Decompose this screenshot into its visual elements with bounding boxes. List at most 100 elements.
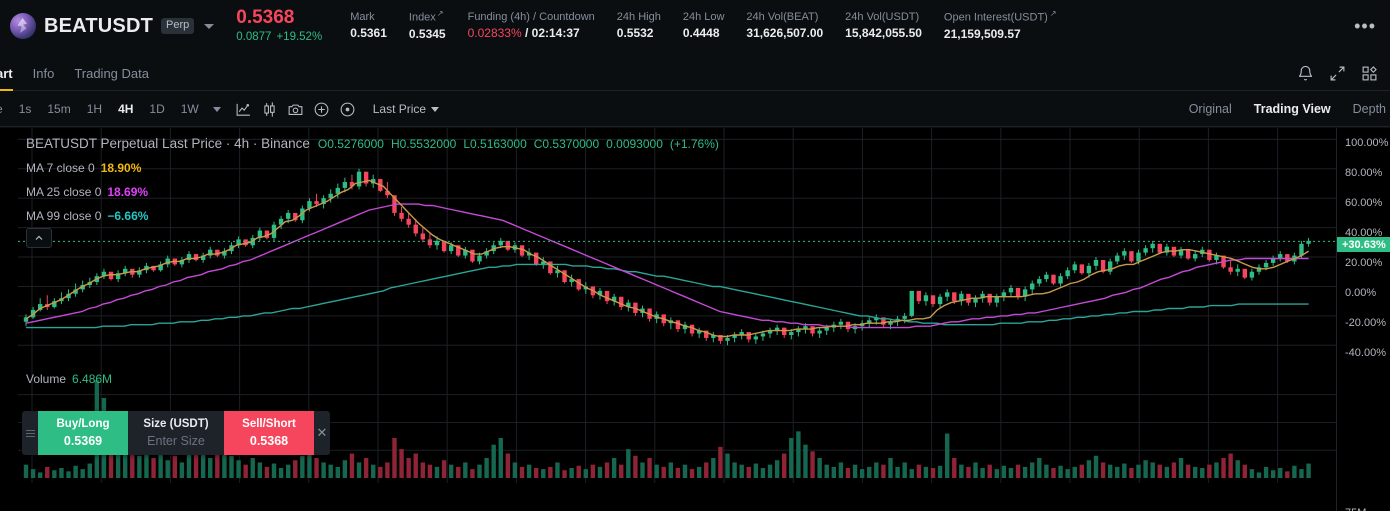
volume-value: 6.486M xyxy=(72,372,113,386)
sell-short-price: 0.5368 xyxy=(249,434,289,449)
view-trading-view[interactable]: Trading View xyxy=(1253,102,1331,116)
view-switcher: Original Trading View Depth xyxy=(1178,102,1390,116)
price-tick: 100.00% xyxy=(1345,137,1389,149)
timeframe-1h[interactable]: 1H xyxy=(86,102,103,116)
stat-mark: Mark 0.5361 xyxy=(350,10,409,42)
stat-24h-high: 24h High 0.5532 xyxy=(617,10,683,42)
volume-label: Volume xyxy=(26,372,67,386)
tab-trading-data[interactable]: Trading Data xyxy=(74,66,149,81)
add-indicator-icon[interactable] xyxy=(309,96,335,122)
price-source-label: Last Price xyxy=(372,102,427,116)
sell-short-button[interactable]: Sell/Short 0.5368 xyxy=(224,411,314,455)
market-stats: Mark 0.5361 Index↗ 0.5345 Funding (4h) /… xyxy=(350,9,1078,43)
stat-label: Open Interest(USDT) ↗ xyxy=(943,9,1057,24)
stat-value: 0.5361 xyxy=(350,25,387,40)
stat-24h-vol-quote: 24h Vol(USDT) 15,842,055.50 xyxy=(845,10,944,42)
tab-icon-group xyxy=(1296,65,1390,83)
view-original[interactable]: Original xyxy=(1188,102,1232,116)
volume-tick: 75M xyxy=(1345,507,1366,511)
layout-grid-icon[interactable] xyxy=(1360,65,1378,83)
chevron-down-icon[interactable] xyxy=(204,23,215,29)
stat-value: 0.02833% / 02:14:37 xyxy=(467,25,580,40)
price-tick: -20.00% xyxy=(1345,317,1386,329)
ticker-bar: BEATUSDT Perp 0.5368 0.0877 +19.52% Mark … xyxy=(0,0,1390,52)
sort-arrow-icon: ↗ xyxy=(436,9,444,19)
volume-legend: Volume 6.486M xyxy=(26,372,112,386)
stat-label: Mark xyxy=(350,10,375,23)
change-percent: +19.52% xyxy=(276,30,323,43)
timeframe-1d[interactable]: 1D xyxy=(149,102,165,116)
trade-widget[interactable]: Buy/Long 0.5369 Size (USDT) Sell/Short 0… xyxy=(22,411,330,455)
timeframe-15m[interactable]: 15m xyxy=(47,102,71,116)
external-link-icon: ↗ xyxy=(1049,9,1057,19)
stat-label: 24h Low xyxy=(682,10,725,23)
chart-toolbar: e 1s 15m 1H 4H 1D 1W xyxy=(0,92,1390,127)
price-tick: 0.00% xyxy=(1345,287,1377,299)
stat-value: 0.4448 xyxy=(682,25,720,40)
stat-24h-low: 24h Low 0.4448 xyxy=(683,10,747,42)
last-price-block: 0.5368 0.0877 +19.52% xyxy=(236,7,322,44)
bell-icon[interactable] xyxy=(1296,65,1314,83)
funding-countdown: 02:14:37 xyxy=(531,25,580,40)
symbol-selector[interactable]: BEATUSDT Perp xyxy=(6,13,215,39)
tab-chart[interactable]: art xyxy=(0,57,23,91)
stat-value: 21,159,509.57 xyxy=(943,26,1021,41)
order-size-label: Size (USDT) xyxy=(143,417,209,430)
expand-icon[interactable] xyxy=(1328,65,1346,83)
chevron-down-icon[interactable] xyxy=(212,106,221,112)
close-icon[interactable]: ✕ xyxy=(316,425,328,440)
buy-long-button[interactable]: Buy/Long 0.5369 xyxy=(38,411,128,455)
view-depth[interactable]: Depth xyxy=(1352,102,1386,116)
stat-label: Funding (4h) / Countdown xyxy=(467,10,595,23)
price-change-row: 0.0877 +19.52% xyxy=(236,30,322,45)
stat-value: 15,842,055.50 xyxy=(845,25,922,40)
stat-index: Index↗ 0.5345 xyxy=(409,9,468,43)
candlestick-icon[interactable] xyxy=(257,96,283,122)
stat-label: 24h Vol(USDT) xyxy=(845,10,920,23)
perp-badge: Perp xyxy=(161,18,195,34)
price-axis[interactable]: 100.00% 80.00% 60.00% 40.00% 20.00% 0.00… xyxy=(1336,128,1390,483)
stat-value: 0.5532 xyxy=(616,25,654,40)
buy-long-price: 0.5369 xyxy=(63,434,103,449)
price-tick: 40.00% xyxy=(1345,227,1383,239)
current-price-badge: +30.63% xyxy=(1337,237,1390,252)
stat-label: Index↗ xyxy=(408,9,444,24)
tab-info[interactable]: Info xyxy=(32,66,55,81)
price-tick: -40.00% xyxy=(1345,347,1386,359)
price-tick: 60.00% xyxy=(1345,197,1383,209)
last-price-value: 0.5368 xyxy=(236,7,295,29)
volume-axis[interactable]: 75M 50M 25M 6.486M xyxy=(1336,483,1390,511)
chevron-down-icon xyxy=(431,106,440,112)
stat-label: 24h High xyxy=(616,10,661,23)
price-tick: 80.00% xyxy=(1345,167,1383,179)
stat-label: 24h Vol(BEAT) xyxy=(746,10,819,23)
buy-long-label: Buy/Long xyxy=(56,417,110,430)
order-size-field[interactable]: Size (USDT) xyxy=(128,411,224,455)
price-tick: 20.00% xyxy=(1345,257,1383,269)
timeframe-1w[interactable]: 1W xyxy=(180,102,199,116)
coin-logo-icon xyxy=(10,13,36,39)
chevron-up-icon[interactable] xyxy=(26,228,52,248)
stat-24h-vol-base: 24h Vol(BEAT) 31,626,507.00 xyxy=(746,10,845,42)
funding-rate: 0.02833% xyxy=(467,25,522,40)
price-source-dropdown[interactable]: Last Price xyxy=(372,102,440,116)
timeframe-time[interactable]: e xyxy=(0,92,11,127)
line-chart-icon[interactable] xyxy=(231,96,257,122)
symbol-name: BEATUSDT xyxy=(44,14,154,37)
stat-value: 31,626,507.00 xyxy=(746,25,824,40)
change-absolute: 0.0877 xyxy=(236,30,272,43)
camera-snapshot-icon[interactable] xyxy=(283,96,309,122)
chart-area[interactable]: BEATUSDT Perpetual Last Price · 4h · Bin… xyxy=(0,128,1390,511)
stat-value: 0.5345 xyxy=(408,26,446,41)
timeframe-4h[interactable]: 4H xyxy=(118,102,134,116)
section-tabs: art Info Trading Data xyxy=(0,57,1390,91)
order-size-input[interactable] xyxy=(131,432,221,451)
chart-settings-icon[interactable] xyxy=(335,96,361,122)
stat-funding-countdown: Funding (4h) / Countdown 0.02833% / 02:1… xyxy=(468,10,617,42)
stat-open-interest: Open Interest(USDT) ↗ 21,159,509.57 xyxy=(944,9,1079,43)
timeframe-1s[interactable]: 1s xyxy=(18,102,32,116)
overflow-menu-icon[interactable]: ••• xyxy=(1354,16,1376,36)
sell-short-label: Sell/Short xyxy=(242,417,296,430)
drag-handle-icon[interactable] xyxy=(22,411,38,455)
